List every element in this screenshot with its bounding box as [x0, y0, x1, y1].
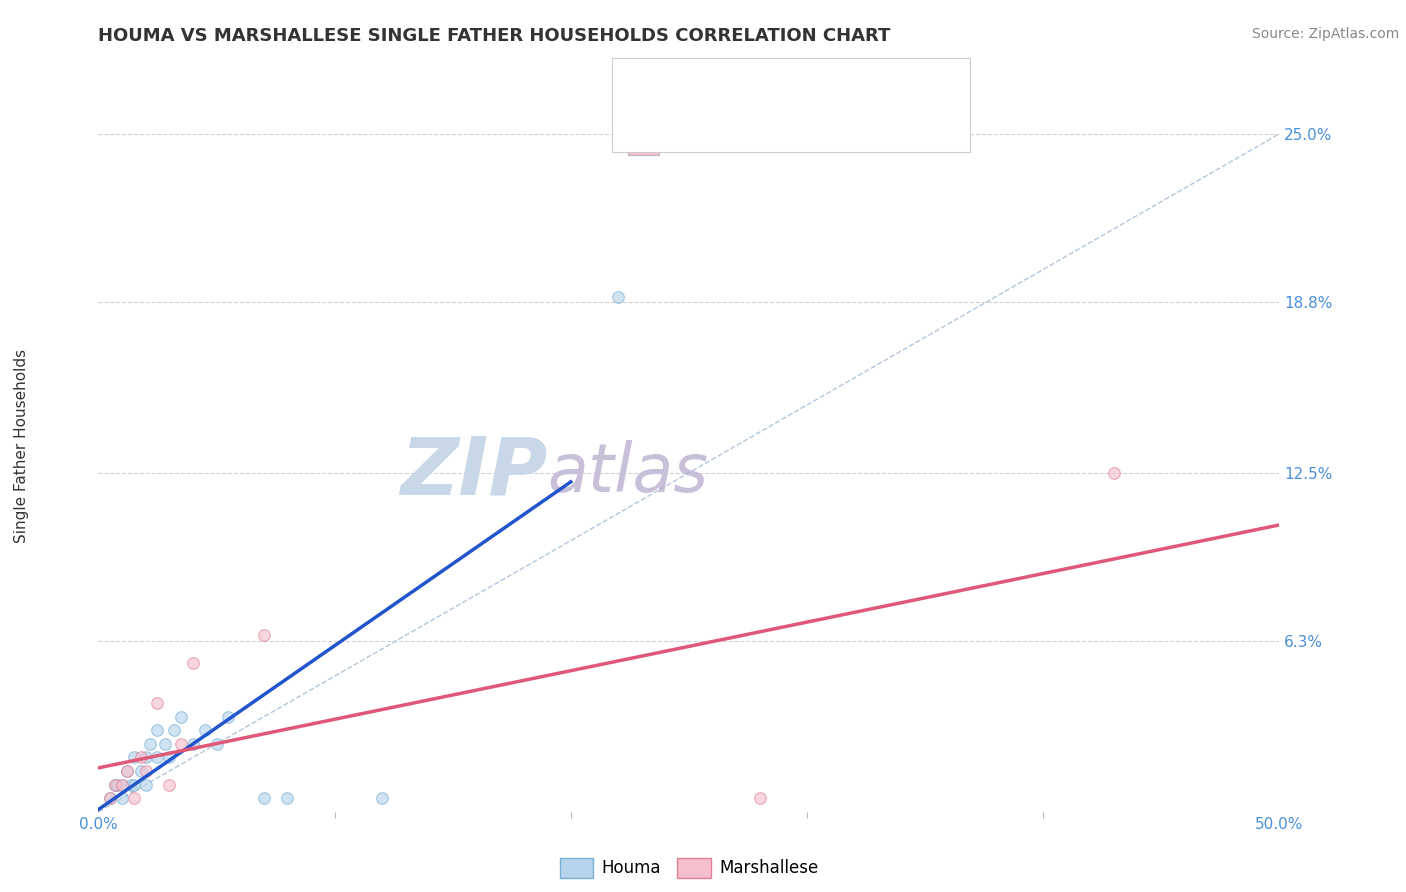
Text: ZIP: ZIP	[399, 434, 547, 512]
Text: R =: R =	[671, 85, 710, 103]
Point	[276, 791, 298, 805]
Point	[205, 737, 228, 751]
Point	[135, 764, 157, 778]
Point	[121, 778, 143, 792]
Point	[194, 723, 217, 738]
Point	[253, 628, 276, 642]
Point	[111, 778, 134, 792]
Point	[98, 791, 121, 805]
Point	[122, 750, 145, 764]
Point	[607, 289, 630, 303]
Point	[104, 778, 127, 792]
Point	[146, 723, 169, 738]
Text: N =: N =	[762, 85, 814, 103]
Text: N =: N =	[762, 128, 814, 146]
Point	[253, 791, 276, 805]
Point	[146, 750, 169, 764]
Text: R =: R =	[671, 128, 710, 146]
Point	[181, 737, 204, 751]
Point	[115, 764, 138, 778]
Text: Single Father Households: Single Father Households	[14, 349, 28, 543]
Point	[98, 791, 121, 805]
Point	[115, 764, 138, 778]
Point	[104, 778, 127, 792]
Point	[122, 778, 145, 792]
Point	[111, 791, 134, 805]
Point	[748, 791, 770, 805]
Point	[111, 778, 134, 792]
Text: atlas: atlas	[547, 440, 709, 506]
Point	[217, 710, 239, 724]
Point	[135, 750, 157, 764]
Point	[105, 778, 128, 792]
Legend: Houma, Marshallese: Houma, Marshallese	[553, 851, 825, 885]
Text: 0.322: 0.322	[702, 85, 754, 103]
Text: HOUMA VS MARSHALLESE SINGLE FATHER HOUSEHOLDS CORRELATION CHART: HOUMA VS MARSHALLESE SINGLE FATHER HOUSE…	[98, 27, 891, 45]
Point	[157, 778, 180, 792]
Point	[135, 778, 157, 792]
Point	[170, 710, 193, 724]
Point	[163, 723, 186, 738]
Text: 14: 14	[808, 128, 831, 146]
Point	[122, 791, 145, 805]
Point	[129, 750, 152, 764]
Point	[371, 791, 394, 805]
Point	[157, 750, 180, 764]
Point	[139, 737, 162, 751]
Point	[1102, 466, 1125, 480]
Text: 27: 27	[808, 85, 831, 103]
Point	[181, 656, 204, 670]
Text: Source: ZipAtlas.com: Source: ZipAtlas.com	[1251, 27, 1399, 41]
Point	[129, 764, 152, 778]
Text: 0.732: 0.732	[702, 128, 754, 146]
Point	[146, 696, 169, 710]
Point	[170, 737, 193, 751]
Point	[153, 737, 176, 751]
